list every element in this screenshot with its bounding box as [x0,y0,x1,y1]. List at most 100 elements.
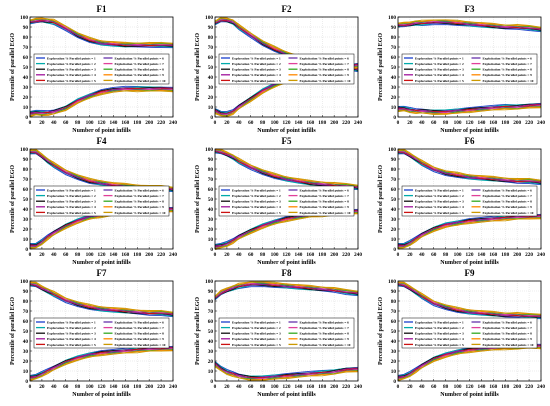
x-tick-label: 180 [501,120,509,126]
legend-entry-4: Exploration % Parallel points = 4 [232,205,281,209]
legend-entry-9: Exploitation % Parallel points = 9 [115,337,165,341]
y-tick-label: 60 [208,187,214,193]
x-tick-label: 140 [294,120,302,126]
y-tick-label: 60 [208,55,214,61]
y-tick-label: 10 [23,105,29,111]
y-tick-label: 10 [391,369,397,375]
y-tick-label: 30 [23,349,29,355]
x-tick-label: 100 [271,252,279,258]
y-tick-label: 60 [208,319,214,325]
y-tick-label: 60 [391,187,397,193]
series-line-10-bottom [214,366,359,382]
x-tick-label: 60 [63,120,69,126]
x-tick-label: 100 [86,384,94,390]
y-tick-label: 40 [23,339,29,345]
legend-entry-4: Exploration % Parallel points = 4 [232,73,281,77]
legend-entry-10: Exploitation % Parallel points = 10 [483,343,534,347]
legend-entry-3: Exploration % Parallel points = 3 [232,200,281,204]
y-tick-label: 80 [391,167,397,173]
y-axis-label: Percentile of parallel EGO [195,165,201,233]
legend-entry-8: Exploitation % Parallel points = 8 [300,332,350,336]
x-tick-label: 200 [145,120,153,126]
legend-box [218,53,355,85]
x-tick-label: 180 [133,120,141,126]
series-line-10-bottom [397,218,542,250]
x-tick-label: 40 [236,252,242,258]
y-tick-label: 20 [23,359,29,365]
legend-entry-7: Exploitation % Parallel points = 7 [483,194,533,198]
y-tick-label: 0 [210,247,213,253]
y-tick-label: 20 [391,95,397,101]
legend-box [218,317,355,349]
x-tick-label: 60 [248,252,254,258]
legend-entry-7: Exploitation % Parallel points = 7 [115,62,165,66]
y-axis-label: Percentile of parallel EGO [10,33,16,101]
y-tick-label: 50 [208,65,214,71]
series-line-8-bottom [29,89,174,116]
legend-entry-9: Exploitation % Parallel points = 9 [300,73,350,77]
legend-entry-1: Exploration % Parallel points = 1 [232,320,281,324]
series-line-6-bottom [29,88,174,115]
legend-entry-6: Exploitation % Parallel points = 6 [115,320,165,324]
legend-entry-9: Exploitation % Parallel points = 9 [483,337,533,341]
panel-title: F5 [282,136,292,146]
panel-f6: F6 0 20 40 60 80 100 120 140 160 180 200 220 240 0 10 20… [378,136,545,266]
x-axis-label: Number of point infills [257,260,316,266]
legend-entry-7: Exploitation % Parallel points = 7 [300,326,350,330]
x-tick-label: 240 [169,120,177,126]
legend-entry-2: Exploration % Parallel points = 2 [232,62,281,66]
x-tick-label: 20 [224,252,230,258]
legend-entry-4: Exploration % Parallel points = 4 [232,337,281,341]
y-tick-label: 50 [23,65,29,71]
legend-entry-3: Exploration % Parallel points = 3 [232,68,281,72]
legend-entry-8: Exploitation % Parallel points = 8 [483,200,533,204]
x-tick-label: 140 [477,384,485,390]
y-tick-label: 10 [208,237,214,243]
x-tick-label: 140 [477,252,485,258]
y-tick-label: 40 [391,75,397,81]
legend-entry-10: Exploitation % Parallel points = 10 [300,211,351,215]
y-tick-label: 80 [208,167,214,173]
series-line-10-top [397,19,542,28]
series-line-10-top [29,148,174,188]
x-tick-label: 100 [271,384,279,390]
legend: Exploration % Parallel points = 1 Explora… [33,317,170,349]
series-line-10-top [29,281,174,313]
legend-entry-6: Exploitation % Parallel points = 6 [483,320,533,324]
x-tick-label: 160 [306,252,314,258]
x-axis-label: Number of point infills [72,392,131,398]
x-tick-label: 200 [330,252,338,258]
series-line-7-bottom [397,216,542,248]
legend-entry-6: Exploitation % Parallel points = 6 [483,188,533,192]
legend-entry-7: Exploitation % Parallel points = 7 [300,62,350,66]
y-tick-label: 100 [20,15,28,21]
legend-entry-10: Exploitation % Parallel points = 10 [300,79,351,83]
series-line-9-top [397,19,542,29]
panel-f3: F3 0 20 40 60 80 100 120 140 160 180 200 220 240 0 10 20… [378,4,545,134]
series-line-10-bottom [29,90,174,118]
legend-entry-5: Exploration % Parallel points = 5 [232,343,281,347]
legend-entry-1: Exploration % Parallel points = 1 [232,56,281,60]
y-tick-label: 0 [393,247,396,253]
y-axis-label: Percentile of parallel EGO [378,33,384,101]
x-tick-label: 40 [51,252,57,258]
legend-entry-7: Exploitation % Parallel points = 7 [483,62,533,66]
series-line-10-bottom [397,107,542,116]
legend-entry-1: Exploration % Parallel points = 1 [47,56,96,60]
y-tick-label: 50 [23,197,29,203]
x-tick-label: 0 [29,384,32,390]
series-line-5-top [214,283,359,299]
x-tick-label: 160 [489,252,497,258]
y-tick-label: 50 [208,197,214,203]
series-line-10-top [397,281,542,315]
y-tick-label: 70 [208,309,214,315]
y-tick-label: 90 [23,289,29,295]
y-axis-label: Percentile of parallel EGO [195,33,201,101]
x-tick-label: 240 [169,252,177,258]
legend-entry-2: Exploration % Parallel points = 2 [47,62,96,66]
legend-entry-7: Exploitation % Parallel points = 7 [300,194,350,198]
x-tick-label: 40 [419,384,425,390]
series-line-10-top [214,148,359,186]
y-tick-label: 60 [23,319,29,325]
x-tick-label: 120 [283,120,291,126]
